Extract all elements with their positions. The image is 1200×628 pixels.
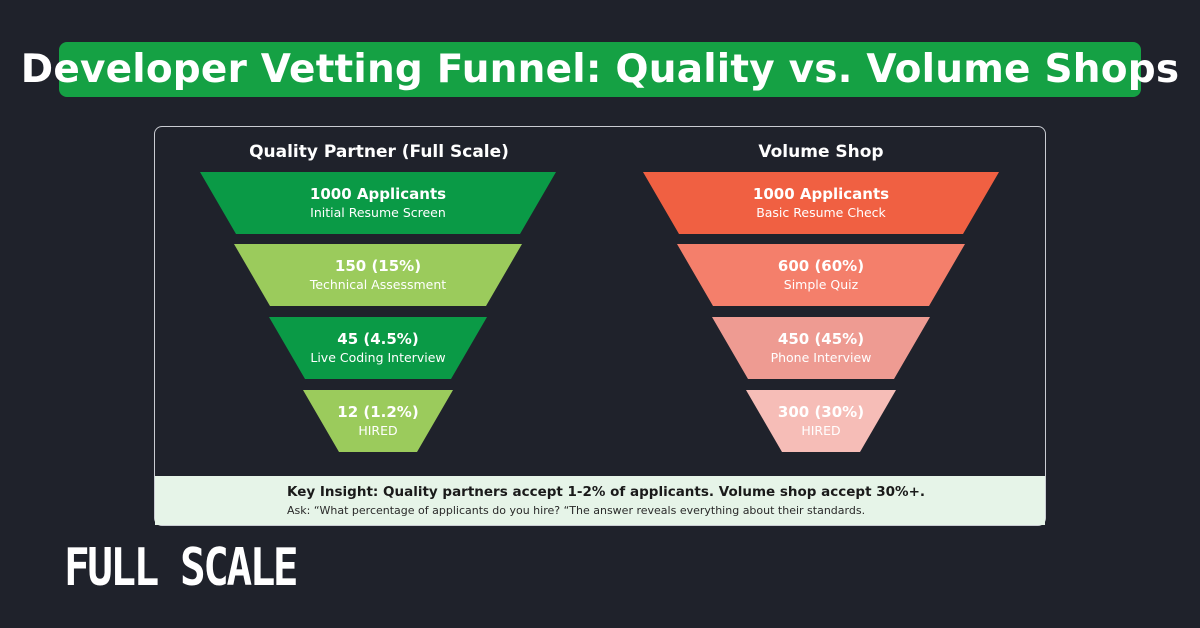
volume-stage-1: 1000 Applicants Basic Resume Check	[643, 172, 999, 234]
stage-label: Basic Resume Check	[756, 205, 886, 220]
quality-funnel-title: Quality Partner (Full Scale)	[249, 142, 509, 162]
stage-count: 12 (1.2%)	[337, 403, 419, 421]
quality-stage-3: 45 (4.5%) Live Coding Interview	[269, 317, 487, 379]
stage-label: Simple Quiz	[783, 277, 859, 292]
key-insight-text: Key Insight: Quality partners accept 1-2…	[287, 483, 926, 500]
stage-count: 1000 Applicants	[752, 185, 890, 203]
stage-label: Initial Resume Screen	[310, 205, 446, 220]
quality-stage-1: 1000 Applicants Initial Resume Screen	[200, 172, 556, 234]
stage-label: Phone Interview	[770, 350, 872, 365]
stage-count: 600 (60%)	[777, 257, 865, 275]
stage-count: 1000 Applicants	[309, 185, 447, 203]
stage-count: 45 (4.5%)	[337, 330, 419, 348]
page-title: Developer Vetting Funnel: Quality vs. Vo…	[20, 47, 1180, 92]
stage-label: Live Coding Interview	[310, 350, 446, 365]
stage-label: HIRED	[801, 423, 841, 438]
stage-count: 150 (15%)	[334, 257, 422, 275]
quality-stage-2: 150 (15%) Technical Assessment	[234, 244, 522, 306]
stage-count: 300 (30%)	[777, 403, 865, 421]
volume-funnel-title: Volume Shop	[758, 142, 884, 162]
key-insight-box: Key Insight: Quality partners accept 1-2…	[155, 476, 1045, 525]
stage-count: 450 (45%)	[777, 330, 865, 348]
stage-label: Technical Assessment	[309, 277, 447, 292]
volume-stage-2: 600 (60%) Simple Quiz	[677, 244, 965, 306]
key-insight-question: Ask: “What percentage of applicants do y…	[287, 503, 866, 517]
funnel-panel	[154, 126, 1046, 526]
title-banner: Developer Vetting Funnel: Quality vs. Vo…	[21, 42, 1179, 97]
full-scale-logo: FULL SCALE	[64, 538, 299, 598]
stage-label: HIRED	[358, 423, 398, 438]
volume-stage-3: 450 (45%) Phone Interview	[712, 317, 930, 379]
